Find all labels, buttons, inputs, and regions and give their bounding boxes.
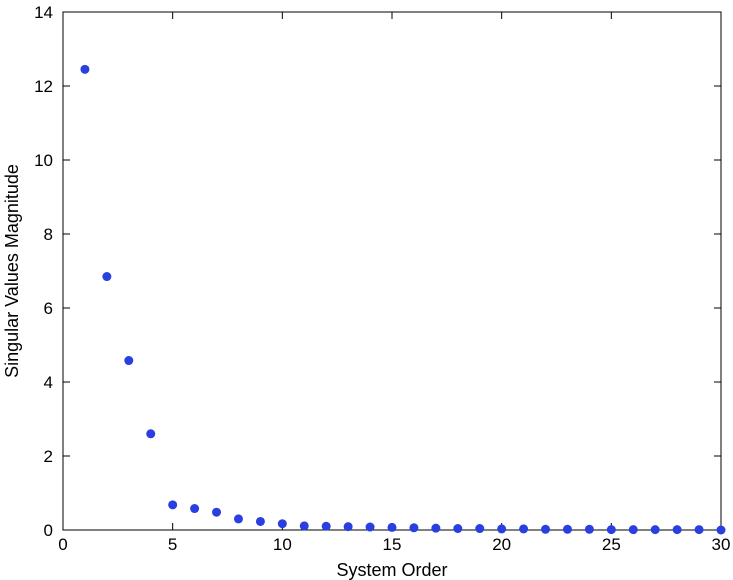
x-tick-label: 20 bbox=[492, 535, 511, 554]
data-point bbox=[277, 519, 287, 529]
data-point bbox=[431, 523, 441, 533]
data-point bbox=[672, 525, 682, 535]
data-point bbox=[146, 429, 156, 439]
data-point bbox=[299, 521, 309, 531]
data-point bbox=[233, 514, 243, 524]
data-point bbox=[650, 525, 660, 535]
data-point bbox=[628, 525, 638, 535]
data-point bbox=[497, 524, 507, 534]
data-point bbox=[409, 523, 419, 533]
y-tick-label: 10 bbox=[34, 151, 53, 170]
x-tick-label: 5 bbox=[168, 535, 177, 554]
x-axis-label: System Order bbox=[336, 560, 447, 580]
y-tick-label: 14 bbox=[34, 3, 53, 22]
data-point bbox=[475, 524, 485, 534]
data-point bbox=[343, 522, 353, 532]
data-point bbox=[321, 521, 331, 531]
data-point bbox=[584, 524, 594, 534]
x-tick-label: 25 bbox=[602, 535, 621, 554]
data-point bbox=[606, 525, 616, 535]
data-points bbox=[80, 64, 726, 535]
axis-ticks bbox=[62, 11, 722, 531]
y-tick-label: 12 bbox=[34, 77, 53, 96]
data-point bbox=[168, 500, 178, 510]
x-tick-label: 10 bbox=[273, 535, 292, 554]
data-point bbox=[519, 524, 529, 534]
tick-labels: 0 5 10 15 20 25 30 0 2 4 6 8 10 12 14 bbox=[34, 3, 730, 554]
y-axis-label: Singular Values Magnitude bbox=[2, 164, 22, 378]
data-point bbox=[190, 504, 200, 514]
data-point bbox=[453, 524, 463, 534]
data-point bbox=[212, 507, 222, 517]
data-point bbox=[541, 524, 551, 534]
y-tick-label: 6 bbox=[44, 299, 53, 318]
data-point bbox=[694, 525, 704, 535]
x-tick-label: 15 bbox=[383, 535, 402, 554]
data-point bbox=[255, 516, 265, 526]
data-point bbox=[716, 525, 726, 535]
y-tick-label: 0 bbox=[44, 521, 53, 540]
x-tick-label: 30 bbox=[712, 535, 731, 554]
data-point bbox=[387, 522, 397, 532]
y-tick-label: 4 bbox=[44, 373, 53, 392]
y-tick-label: 2 bbox=[44, 447, 53, 466]
data-point bbox=[124, 356, 134, 366]
plot-frame bbox=[62, 11, 722, 531]
x-tick-label: 0 bbox=[58, 535, 67, 554]
data-point bbox=[80, 64, 90, 74]
data-point bbox=[562, 524, 572, 534]
data-point bbox=[365, 522, 375, 532]
data-point bbox=[102, 272, 112, 282]
y-tick-label: 8 bbox=[44, 225, 53, 244]
